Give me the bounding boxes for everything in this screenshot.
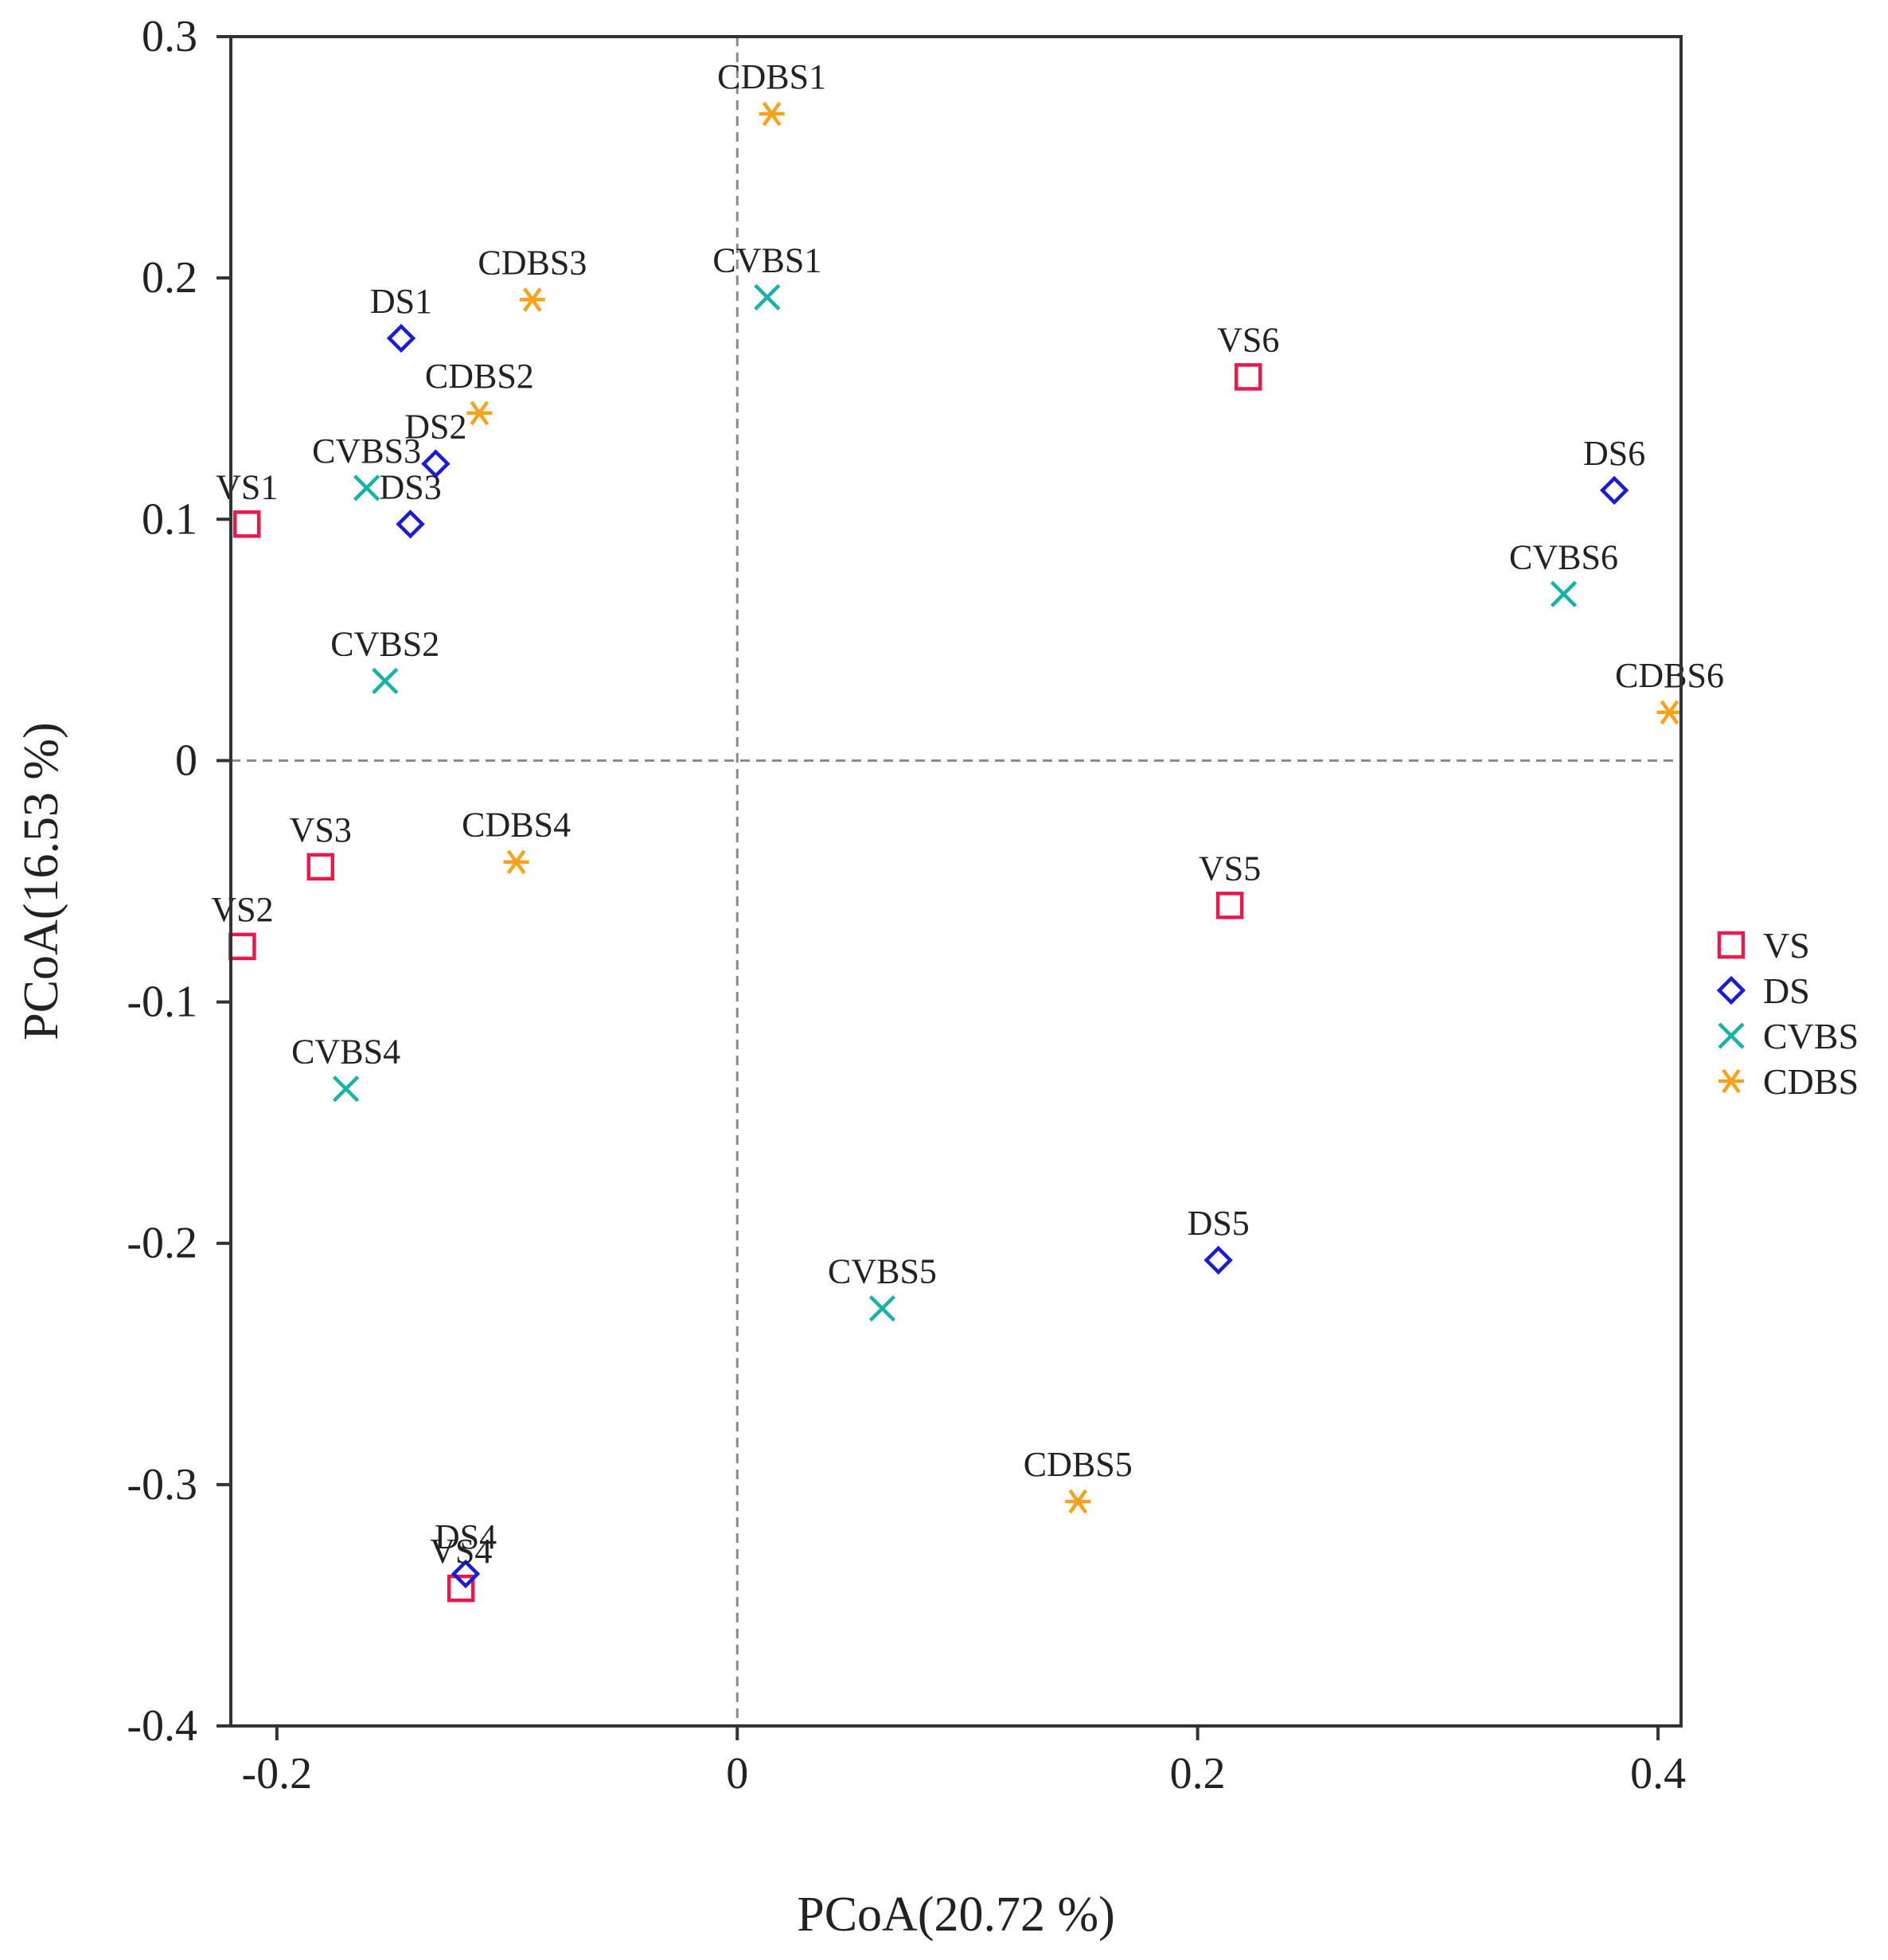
point-cdbs4 — [503, 849, 529, 875]
point-label-vs5: VS5 — [1199, 849, 1261, 888]
point-ds3 — [396, 510, 425, 539]
legend-marker-cdbs — [1718, 1068, 1744, 1094]
point-label-cvbs1: CVBS1 — [712, 240, 821, 279]
point-vs3 — [306, 853, 335, 881]
point-labels: VS1 VS2 VS3 VS4 VS5 VS6 DS1 DS2 DS3 DS4 DS5 DS6 CVBS… — [211, 57, 1724, 1571]
point-cdbs1 — [759, 101, 785, 127]
y-tick-label: -0.2 — [127, 1219, 197, 1268]
x-tick-label: 0.2 — [1170, 1749, 1226, 1798]
point-vs2 — [228, 932, 256, 961]
point-label-cdbs5: CDBS5 — [1024, 1445, 1133, 1484]
point-label-ds3: DS3 — [379, 467, 441, 506]
y-tick-label: 0.3 — [142, 12, 197, 61]
x-tick-label: -0.2 — [242, 1749, 313, 1798]
point-label-ds5: DS5 — [1188, 1204, 1250, 1243]
point-vs6 — [1235, 363, 1262, 391]
point-cvbs6 — [1550, 580, 1578, 607]
point-cdbs3 — [519, 287, 545, 312]
point-cdbs6 — [1656, 700, 1683, 725]
y-tick-label: 0.1 — [142, 494, 197, 544]
point-label-vs2: VS2 — [211, 890, 273, 929]
legend-marker-cvbs — [1718, 1022, 1745, 1049]
legend-label-cdbs: CDBS — [1763, 1061, 1859, 1102]
y-tick-label: 0 — [175, 736, 197, 785]
point-cvbs1 — [754, 283, 781, 310]
legend-label-vs: VS — [1763, 925, 1810, 966]
point-label-cvbs3: CVBS3 — [312, 431, 421, 470]
point-label-cvbs4: CVBS4 — [291, 1033, 400, 1072]
y-tick-label: -0.1 — [127, 978, 197, 1027]
point-vs4 — [447, 1574, 475, 1603]
y-tick-label: -0.4 — [127, 1701, 197, 1751]
point-label-cdbs4: CDBS4 — [462, 806, 571, 845]
point-vs5 — [1215, 892, 1244, 919]
point-ds5 — [1203, 1245, 1233, 1275]
point-cvbs5 — [868, 1294, 896, 1322]
point-label-vs6: VS6 — [1217, 320, 1279, 359]
point-label-cdbs1: CDBS1 — [717, 57, 826, 96]
legend-marker-ds — [1716, 975, 1746, 1005]
point-cdbs2 — [466, 400, 493, 426]
point-label-vs3: VS3 — [290, 810, 352, 849]
x-tick-label: 0.4 — [1630, 1749, 1686, 1798]
point-label-cvbs2: CVBS2 — [330, 624, 439, 663]
y-tick-label: 0.2 — [142, 253, 197, 303]
point-ds6 — [1599, 475, 1629, 506]
point-label-vs4: VS4 — [430, 1532, 492, 1571]
point-label-ds4: DS4 — [435, 1517, 497, 1556]
point-vs1 — [232, 510, 261, 538]
point-cvbs2 — [372, 667, 399, 694]
point-label-cdbs2: CDBS2 — [425, 357, 534, 396]
legend-label-cvbs: CVBS — [1763, 1016, 1859, 1056]
point-label-ds2: DS2 — [404, 408, 466, 447]
point-label-cvbs6: CVBS6 — [1509, 537, 1618, 576]
point-label-cdbs6: CDBS6 — [1615, 656, 1724, 695]
y-tick-label: -0.3 — [127, 1460, 197, 1509]
y-axis-title: PCoA(16.53 %) — [14, 722, 68, 1041]
reference-lines — [231, 37, 1681, 1726]
point-label-ds6: DS6 — [1583, 434, 1645, 473]
legend-label-ds: DS — [1763, 970, 1810, 1011]
x-axis-title: PCoA(20.72 %) — [797, 1888, 1115, 1942]
data-points — [228, 101, 1683, 1603]
point-ds1 — [386, 323, 416, 353]
point-ds2 — [421, 449, 451, 478]
point-label-ds1: DS1 — [370, 282, 432, 321]
point-cdbs5 — [1065, 1489, 1091, 1514]
point-label-cvbs5: CVBS5 — [828, 1252, 937, 1291]
legend-marker-vs — [1717, 931, 1746, 959]
axis-ticks: -0.4 -0.3 -0.2 -0.1 0 0.1 0.2 0.3 -0.2 0 0.2 0.4 — [127, 12, 1686, 1798]
point-label-vs1: VS1 — [216, 467, 278, 506]
point-cvbs3 — [353, 474, 380, 502]
point-cvbs4 — [333, 1076, 360, 1103]
plot-frame — [229, 35, 1683, 1728]
point-label-cdbs3: CDBS3 — [478, 243, 587, 282]
point-ds4 — [451, 1559, 481, 1589]
x-tick-label: 0 — [726, 1749, 748, 1798]
